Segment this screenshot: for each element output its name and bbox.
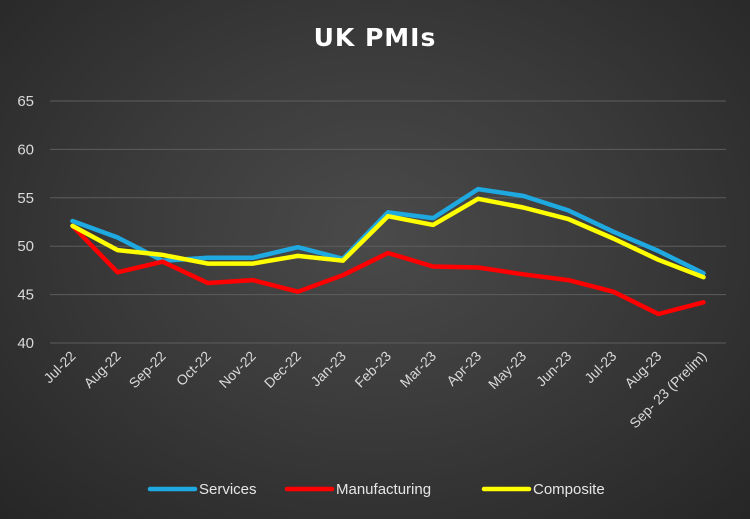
x-tick-label: Apr-23 xyxy=(443,348,484,389)
x-tick-label: Nov-22 xyxy=(216,348,259,391)
y-axis-ticks: 40 45 50 55 60 65 xyxy=(17,93,34,352)
series-lines xyxy=(70,186,706,317)
x-tick-label: Dec-22 xyxy=(261,348,304,391)
x-tick-label: Jul-23 xyxy=(581,348,619,386)
series-line-services xyxy=(70,186,706,276)
y-tick-label: 55 xyxy=(17,190,34,207)
x-axis-ticks: Jul-22 Aug-22 Sep-22 Oct-22 Nov-22 Dec-22 Jan-… xyxy=(40,348,709,432)
x-tick-label: Sep-22 xyxy=(126,348,169,391)
series-line-manufacturing xyxy=(70,223,706,317)
x-tick-label: Oct-22 xyxy=(173,348,214,389)
x-tick-label: May-23 xyxy=(485,348,529,392)
chart-title: UK PMIs xyxy=(314,23,437,52)
legend: Services Manufacturing Composite xyxy=(147,481,605,498)
x-tick-label: Aug-22 xyxy=(80,348,123,391)
x-tick-label: Sep- 23 (Prelim) xyxy=(626,348,709,431)
y-tick-label: 45 xyxy=(17,287,34,304)
x-tick-label: Aug-23 xyxy=(621,348,664,391)
legend-label: Services xyxy=(199,481,257,498)
x-tick-label: Mar-23 xyxy=(397,348,440,391)
legend-label: Composite xyxy=(533,481,605,498)
x-tick-label: Jun-23 xyxy=(533,348,575,390)
x-tick-label: Jul-22 xyxy=(40,348,78,386)
y-tick-label: 40 xyxy=(17,335,34,352)
y-tick-label: 50 xyxy=(17,238,34,255)
y-tick-label: 60 xyxy=(17,141,34,158)
x-tick-label: Feb-23 xyxy=(351,348,394,391)
gridlines xyxy=(50,100,726,344)
y-tick-label: 65 xyxy=(17,93,34,110)
legend-label: Manufacturing xyxy=(336,481,431,498)
x-tick-label: Jan-23 xyxy=(307,348,349,390)
series-line-composite xyxy=(70,196,706,280)
